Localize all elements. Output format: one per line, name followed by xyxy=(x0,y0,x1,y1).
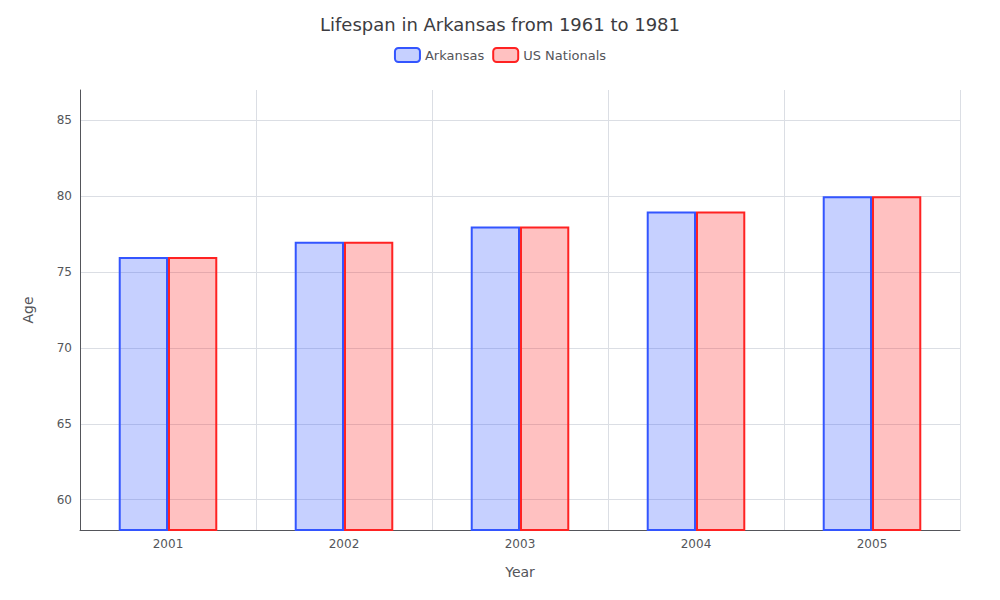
svg-text:2004: 2004 xyxy=(681,537,712,551)
svg-text:2002: 2002 xyxy=(329,537,360,551)
svg-text:Arkansas: Arkansas xyxy=(425,48,484,63)
svg-text:80: 80 xyxy=(57,189,72,203)
svg-text:2001: 2001 xyxy=(153,537,184,551)
svg-text:85: 85 xyxy=(57,113,72,127)
svg-text:2003: 2003 xyxy=(505,537,536,551)
svg-text:Year: Year xyxy=(504,564,535,580)
svg-text:60: 60 xyxy=(57,493,72,507)
svg-text:Lifespan in Arkansas from 1961: Lifespan in Arkansas from 1961 to 1981 xyxy=(320,14,680,35)
svg-text:Age: Age xyxy=(20,296,36,323)
svg-text:2005: 2005 xyxy=(857,537,888,551)
svg-text:65: 65 xyxy=(57,417,72,431)
svg-text:US Nationals: US Nationals xyxy=(523,48,606,63)
svg-text:75: 75 xyxy=(57,265,72,279)
svg-text:70: 70 xyxy=(57,341,72,355)
